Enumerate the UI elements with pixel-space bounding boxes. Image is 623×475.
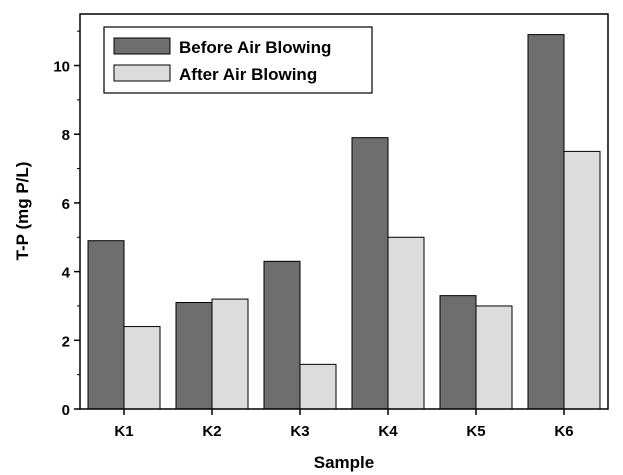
- bar-before-k3: [263, 260, 301, 410]
- bar-before-k2: [175, 302, 213, 410]
- y-tick-label: 0: [62, 402, 70, 419]
- y-axis-ticks: 0 2 4 6 8 10: [53, 30, 80, 419]
- bar-after-k3: [299, 363, 337, 410]
- x-axis-ticks: K1 K2 K3 K4 K5 K6: [114, 409, 574, 440]
- x-tick-label: K6: [554, 423, 573, 440]
- bar-after-k6: [563, 150, 601, 410]
- bar-before-k5: [439, 295, 477, 410]
- bar-after-k4: [387, 236, 425, 410]
- plot-frame: [79, 13, 609, 410]
- legend-swatch-before: [113, 37, 171, 55]
- x-tick-label: K2: [202, 423, 221, 440]
- bar-after-k2: [211, 298, 249, 410]
- bar-before-k1: [87, 240, 125, 410]
- x-tick-label: K3: [290, 423, 309, 440]
- bar-before-k4: [351, 137, 389, 410]
- y-tick-label: 4: [62, 265, 71, 282]
- x-tick-label: K5: [466, 423, 485, 440]
- legend-label-before: Before Air Blowing: [179, 38, 331, 57]
- x-tick-label: K4: [378, 423, 398, 440]
- bars-layer: [87, 34, 601, 410]
- y-tick-label: 8: [62, 127, 70, 144]
- y-tick-label: 10: [53, 59, 70, 76]
- x-axis-label: Sample: [314, 453, 374, 472]
- legend-swatch-after: [113, 64, 171, 82]
- bar-before-k6: [527, 34, 565, 410]
- y-tick-label: 6: [62, 196, 70, 213]
- legend: Before Air Blowing After Air Blowing: [103, 26, 373, 94]
- x-tick-label: K1: [114, 423, 133, 440]
- y-axis-label: T-P (mg P/L): [13, 162, 32, 261]
- bar-after-k5: [475, 305, 513, 410]
- bar-after-k1: [123, 326, 161, 410]
- legend-label-after: After Air Blowing: [179, 65, 317, 84]
- y-tick-label: 2: [62, 333, 70, 350]
